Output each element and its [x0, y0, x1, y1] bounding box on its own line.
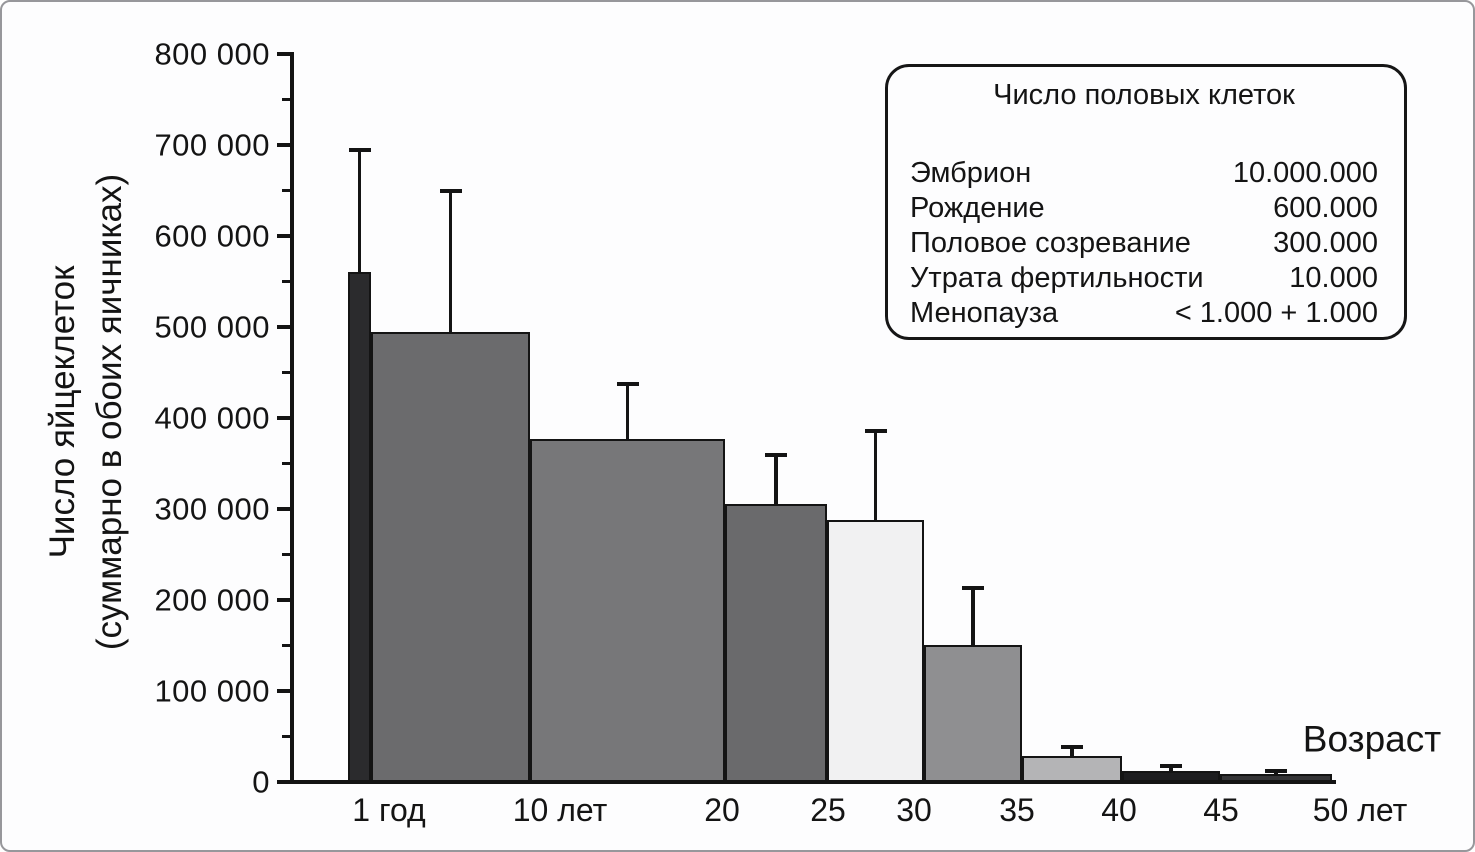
- error-bar-line: [357, 149, 362, 273]
- error-bar-cap: [616, 382, 639, 387]
- legend-row: Утрата фертильности 10.000: [910, 261, 1378, 296]
- bar: [348, 272, 371, 782]
- error-bar-cap: [439, 188, 462, 193]
- legend-row: Эмбрион 10.000.000: [910, 156, 1378, 191]
- error-bar-line: [1070, 747, 1074, 756]
- x-tick-label: 10 лет: [512, 792, 608, 828]
- y-tick-label: 0: [252, 764, 270, 800]
- y-minor-tick: [282, 279, 290, 283]
- error-bar-line: [625, 384, 630, 439]
- error-bar-line: [1169, 765, 1173, 772]
- legend-label: Эмбрион: [910, 157, 1032, 189]
- y-axis-line: [290, 52, 294, 784]
- legend-row: Менопауза < 1.000 + 1.000: [910, 296, 1378, 331]
- legend-value: 300.000: [1273, 227, 1378, 259]
- legend-label: Менопауза: [910, 297, 1059, 329]
- error-bar-cap: [765, 453, 787, 458]
- y-major-tick: [277, 507, 290, 511]
- bar: [725, 504, 827, 782]
- y-minor-tick: [282, 97, 290, 101]
- y-tick-label: 600 000: [154, 218, 270, 254]
- bar: [924, 644, 1022, 782]
- x-tick-label: 25: [810, 792, 846, 828]
- x-axis-title: Возраст: [1302, 718, 1442, 760]
- legend-value: 10.000.000: [1232, 157, 1378, 189]
- y-tick-label: 500 000: [154, 309, 270, 345]
- x-tick-label: 45: [1203, 792, 1239, 828]
- error-bar-cap: [1061, 745, 1083, 750]
- y-major-tick: [277, 598, 290, 602]
- y-minor-tick: [282, 734, 290, 738]
- bar: [371, 331, 530, 782]
- legend-label: Половое созревание: [910, 227, 1191, 259]
- y-major-tick: [277, 143, 290, 147]
- y-major-tick: [277, 52, 290, 56]
- y-minor-tick: [282, 643, 290, 647]
- legend-value: 10.000: [1289, 262, 1378, 294]
- x-tick-label: 20: [704, 792, 740, 828]
- legend-box: Число половых клеток Эмбрион 10.000.000 Ро…: [885, 64, 1407, 340]
- x-tick-label: 1 год: [352, 792, 426, 828]
- error-bar-line: [448, 190, 453, 332]
- y-major-tick: [277, 780, 290, 784]
- y-tick-label: 800 000: [154, 36, 270, 72]
- bar: [1220, 773, 1332, 782]
- y-tick-label: 200 000: [154, 582, 270, 618]
- bar: [530, 438, 725, 782]
- error-bar-cap: [962, 586, 984, 591]
- y-tick-label: 300 000: [154, 491, 270, 527]
- y-major-tick: [277, 234, 290, 238]
- bar: [1122, 771, 1220, 782]
- y-minor-tick: [282, 188, 290, 192]
- y-major-tick: [277, 325, 290, 329]
- error-bar-line: [971, 588, 975, 645]
- error-bar-cap: [1160, 763, 1182, 768]
- legend-value: < 1.000 + 1.000: [1174, 297, 1378, 329]
- y-tick-label: 700 000: [154, 127, 270, 163]
- y-tick-label: 400 000: [154, 400, 270, 436]
- legend-label: Рождение: [910, 192, 1045, 224]
- x-tick-label: 35: [999, 792, 1035, 828]
- bar: [1022, 755, 1122, 782]
- legend-label: Утрата фертильности: [910, 262, 1204, 294]
- x-tick-label: 30: [896, 792, 932, 828]
- y-minor-tick: [282, 552, 290, 556]
- y-minor-tick: [282, 461, 290, 465]
- x-axis-line: [288, 780, 1336, 784]
- x-tick-label: 50 лет: [1312, 792, 1408, 828]
- error-bar-line: [774, 455, 778, 505]
- legend-row: Половое созревание 300.000: [910, 226, 1378, 261]
- error-bar-cap: [348, 147, 371, 152]
- legend-title: Число половых клеток: [993, 79, 1295, 111]
- legend-rows: Эмбрион 10.000.000 Рождение 600.000 Половое …: [910, 156, 1378, 331]
- y-tick-label: 100 000: [154, 673, 270, 709]
- error-bar-cap: [1265, 769, 1287, 774]
- legend-value: 600.000: [1273, 192, 1378, 224]
- error-bar-line: [873, 430, 878, 520]
- y-major-tick: [277, 689, 290, 693]
- y-minor-tick: [282, 370, 290, 374]
- x-tick-label: 40: [1101, 792, 1137, 828]
- legend-row: Рождение 600.000: [910, 191, 1378, 226]
- y-major-tick: [277, 416, 290, 420]
- error-bar-cap: [864, 428, 887, 433]
- bar: [827, 519, 924, 782]
